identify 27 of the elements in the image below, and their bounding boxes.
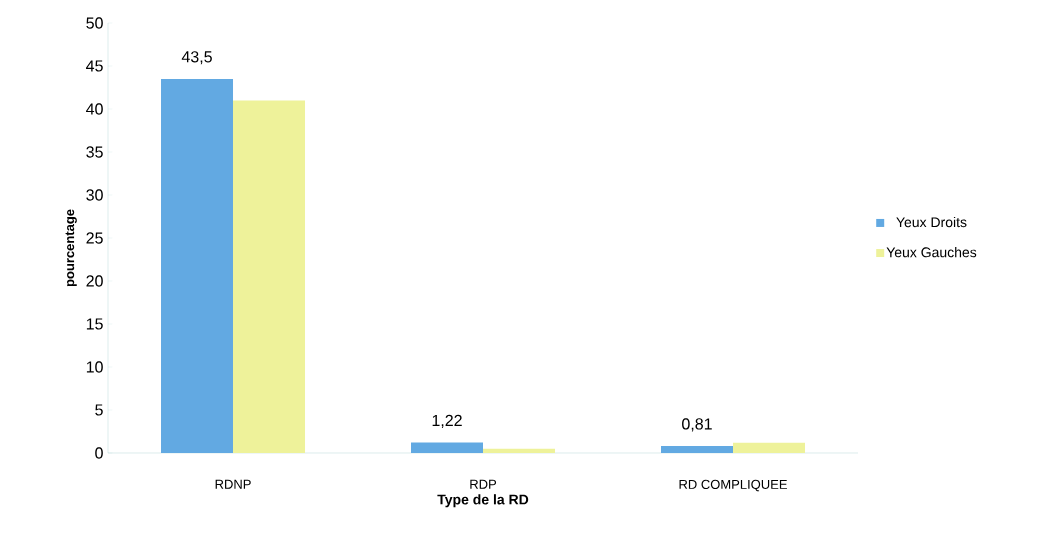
y-tick-label: 25 (86, 232, 103, 244)
legend-label: Yeux Droits (896, 216, 967, 228)
bar (733, 442, 805, 453)
y-axis-title: pourcentage (65, 209, 77, 287)
data-label: 0,81 (682, 418, 712, 432)
y-tick-label: 5 (95, 404, 103, 416)
bar (233, 100, 306, 453)
y-tick-label: 10 (86, 361, 103, 373)
y-tick-label: 35 (86, 146, 103, 158)
y-tick-label: 15 (86, 318, 103, 330)
data-label: 43,5 (181, 51, 212, 65)
x-tick-label: RDNP (215, 479, 251, 489)
legend-label: Yeux Gauches (886, 246, 977, 258)
y-tick-label: 20 (86, 275, 103, 287)
y-tick-label: 50 (86, 17, 103, 29)
y-tick-label: 45 (86, 60, 103, 72)
x-axis-title: Type de la RD (437, 494, 529, 508)
data-label: 1,22 (432, 414, 462, 428)
bar (411, 442, 483, 453)
y-tick-label: 40 (86, 103, 103, 115)
x-tick-label: RDP (470, 479, 497, 489)
bar (161, 78, 234, 453)
bar (483, 448, 556, 453)
y-tick-label: 30 (86, 189, 103, 201)
bar (661, 446, 733, 453)
y-tick-label: 0 (95, 447, 103, 459)
x-tick-label: RD COMPLIQUEE (679, 479, 787, 492)
